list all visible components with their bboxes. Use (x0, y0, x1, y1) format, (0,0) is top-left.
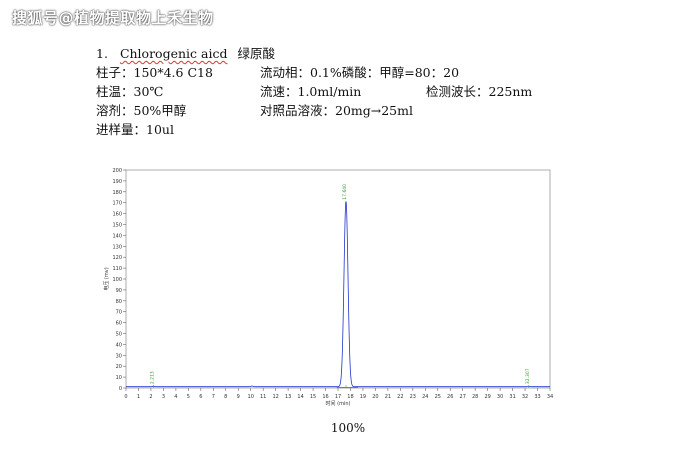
y-tick-label: 0 (119, 386, 122, 392)
flow-rate: 流速：1.0ml/min (260, 84, 362, 99)
injection-volume: 进样量：10ul (96, 122, 174, 137)
x-tick-label: 16 (322, 394, 328, 400)
x-tick-label: 17 (335, 394, 341, 400)
y-tick-label: 120 (112, 255, 122, 261)
peak-label: 17.640 (342, 184, 348, 200)
column-spec: 柱子：150*4.6 C18 (96, 65, 213, 80)
x-tick-label: 18 (347, 394, 353, 400)
y-tick-label: 190 (112, 179, 122, 185)
x-tick-label: 13 (285, 394, 291, 400)
x-tick-label: 26 (447, 394, 453, 400)
x-tick-label: 27 (460, 394, 466, 400)
signal-trace (126, 201, 550, 388)
x-axis-label: 时间 (min) (326, 400, 351, 407)
y-tick-label: 30 (116, 353, 122, 359)
y-tick-label: 50 (116, 332, 122, 338)
x-tick-label: 19 (360, 394, 366, 400)
y-tick-label: 180 (112, 190, 122, 196)
y-tick-label: 150 (112, 223, 122, 229)
y-tick-label: 130 (112, 244, 122, 250)
peak-label: 2.213 (150, 371, 156, 384)
x-tick-label: 25 (435, 394, 441, 400)
x-tick-label: 23 (410, 394, 416, 400)
caption: 100% (330, 421, 366, 435)
y-tick-label: 160 (112, 212, 122, 218)
y-tick-label: 10 (116, 375, 122, 381)
peak-label: 32.307 (525, 368, 531, 384)
x-tick-label: 15 (310, 394, 316, 400)
watermark: 搜狐号@植物提取物上禾生物 (12, 9, 214, 27)
x-tick-label: 9 (237, 394, 240, 400)
y-tick-label: 40 (116, 342, 122, 348)
x-tick-label: 21 (385, 394, 391, 400)
x-tick-label: 30 (497, 394, 503, 400)
x-tick-label: 32 (522, 394, 528, 400)
x-tick-label: 8 (224, 394, 227, 400)
x-tick-label: 4 (174, 394, 177, 400)
plot-frame (125, 169, 551, 389)
x-tick-label: 24 (422, 394, 428, 400)
x-tick-label: 6 (199, 394, 202, 400)
y-tick-label: 20 (116, 364, 122, 370)
column-temp: 柱温：30℃ (96, 84, 164, 99)
compound-number: 1. (96, 46, 108, 61)
compound-name-en: Chlorogenic aicd (119, 46, 228, 61)
x-tick-label: 11 (260, 394, 266, 400)
x-tick-label: 33 (534, 394, 540, 400)
x-tick-label: 1 (137, 394, 140, 400)
mobile-phase: 流动相：0.1%磷酸：甲醇=80：20 (260, 65, 460, 80)
y-tick-label: 200 (112, 168, 122, 174)
x-tick-label: 2 (149, 394, 152, 400)
y-tick-label: 70 (116, 310, 122, 316)
y-axis-label: 电压 (mv) (103, 267, 110, 290)
y-tick-label: 170 (112, 201, 122, 207)
x-tick-label: 0 (124, 394, 127, 400)
y-tick-label: 140 (112, 233, 122, 239)
y-tick-label: 60 (116, 321, 122, 327)
chromatogram-chart: 0102030405060708090100110120130140150160… (103, 168, 553, 407)
x-tick-label: 7 (212, 394, 215, 400)
solvent: 溶剂：50%甲醇 (96, 103, 187, 118)
x-tick-label: 20 (372, 394, 378, 400)
x-tick-label: 31 (509, 394, 515, 400)
x-tick-label: 3 (162, 394, 165, 400)
detection-wavelength: 检测波长：225nm (426, 84, 533, 99)
y-tick-label: 100 (112, 277, 122, 283)
y-tick-label: 110 (112, 266, 122, 272)
x-tick-label: 5 (187, 394, 190, 400)
x-tick-label: 34 (547, 394, 553, 400)
y-tick-label: 90 (116, 288, 122, 294)
reference-solution: 对照品溶液：20mg→25ml (260, 103, 413, 118)
x-tick-label: 10 (248, 394, 254, 400)
compound-name-cn: 绿原酸 (237, 46, 275, 61)
x-tick-label: 29 (484, 394, 490, 400)
x-tick-label: 22 (397, 394, 403, 400)
y-tick-label: 80 (116, 299, 122, 305)
x-tick-label: 28 (472, 394, 478, 400)
x-tick-label: 14 (297, 394, 303, 400)
x-tick-label: 12 (272, 394, 278, 400)
